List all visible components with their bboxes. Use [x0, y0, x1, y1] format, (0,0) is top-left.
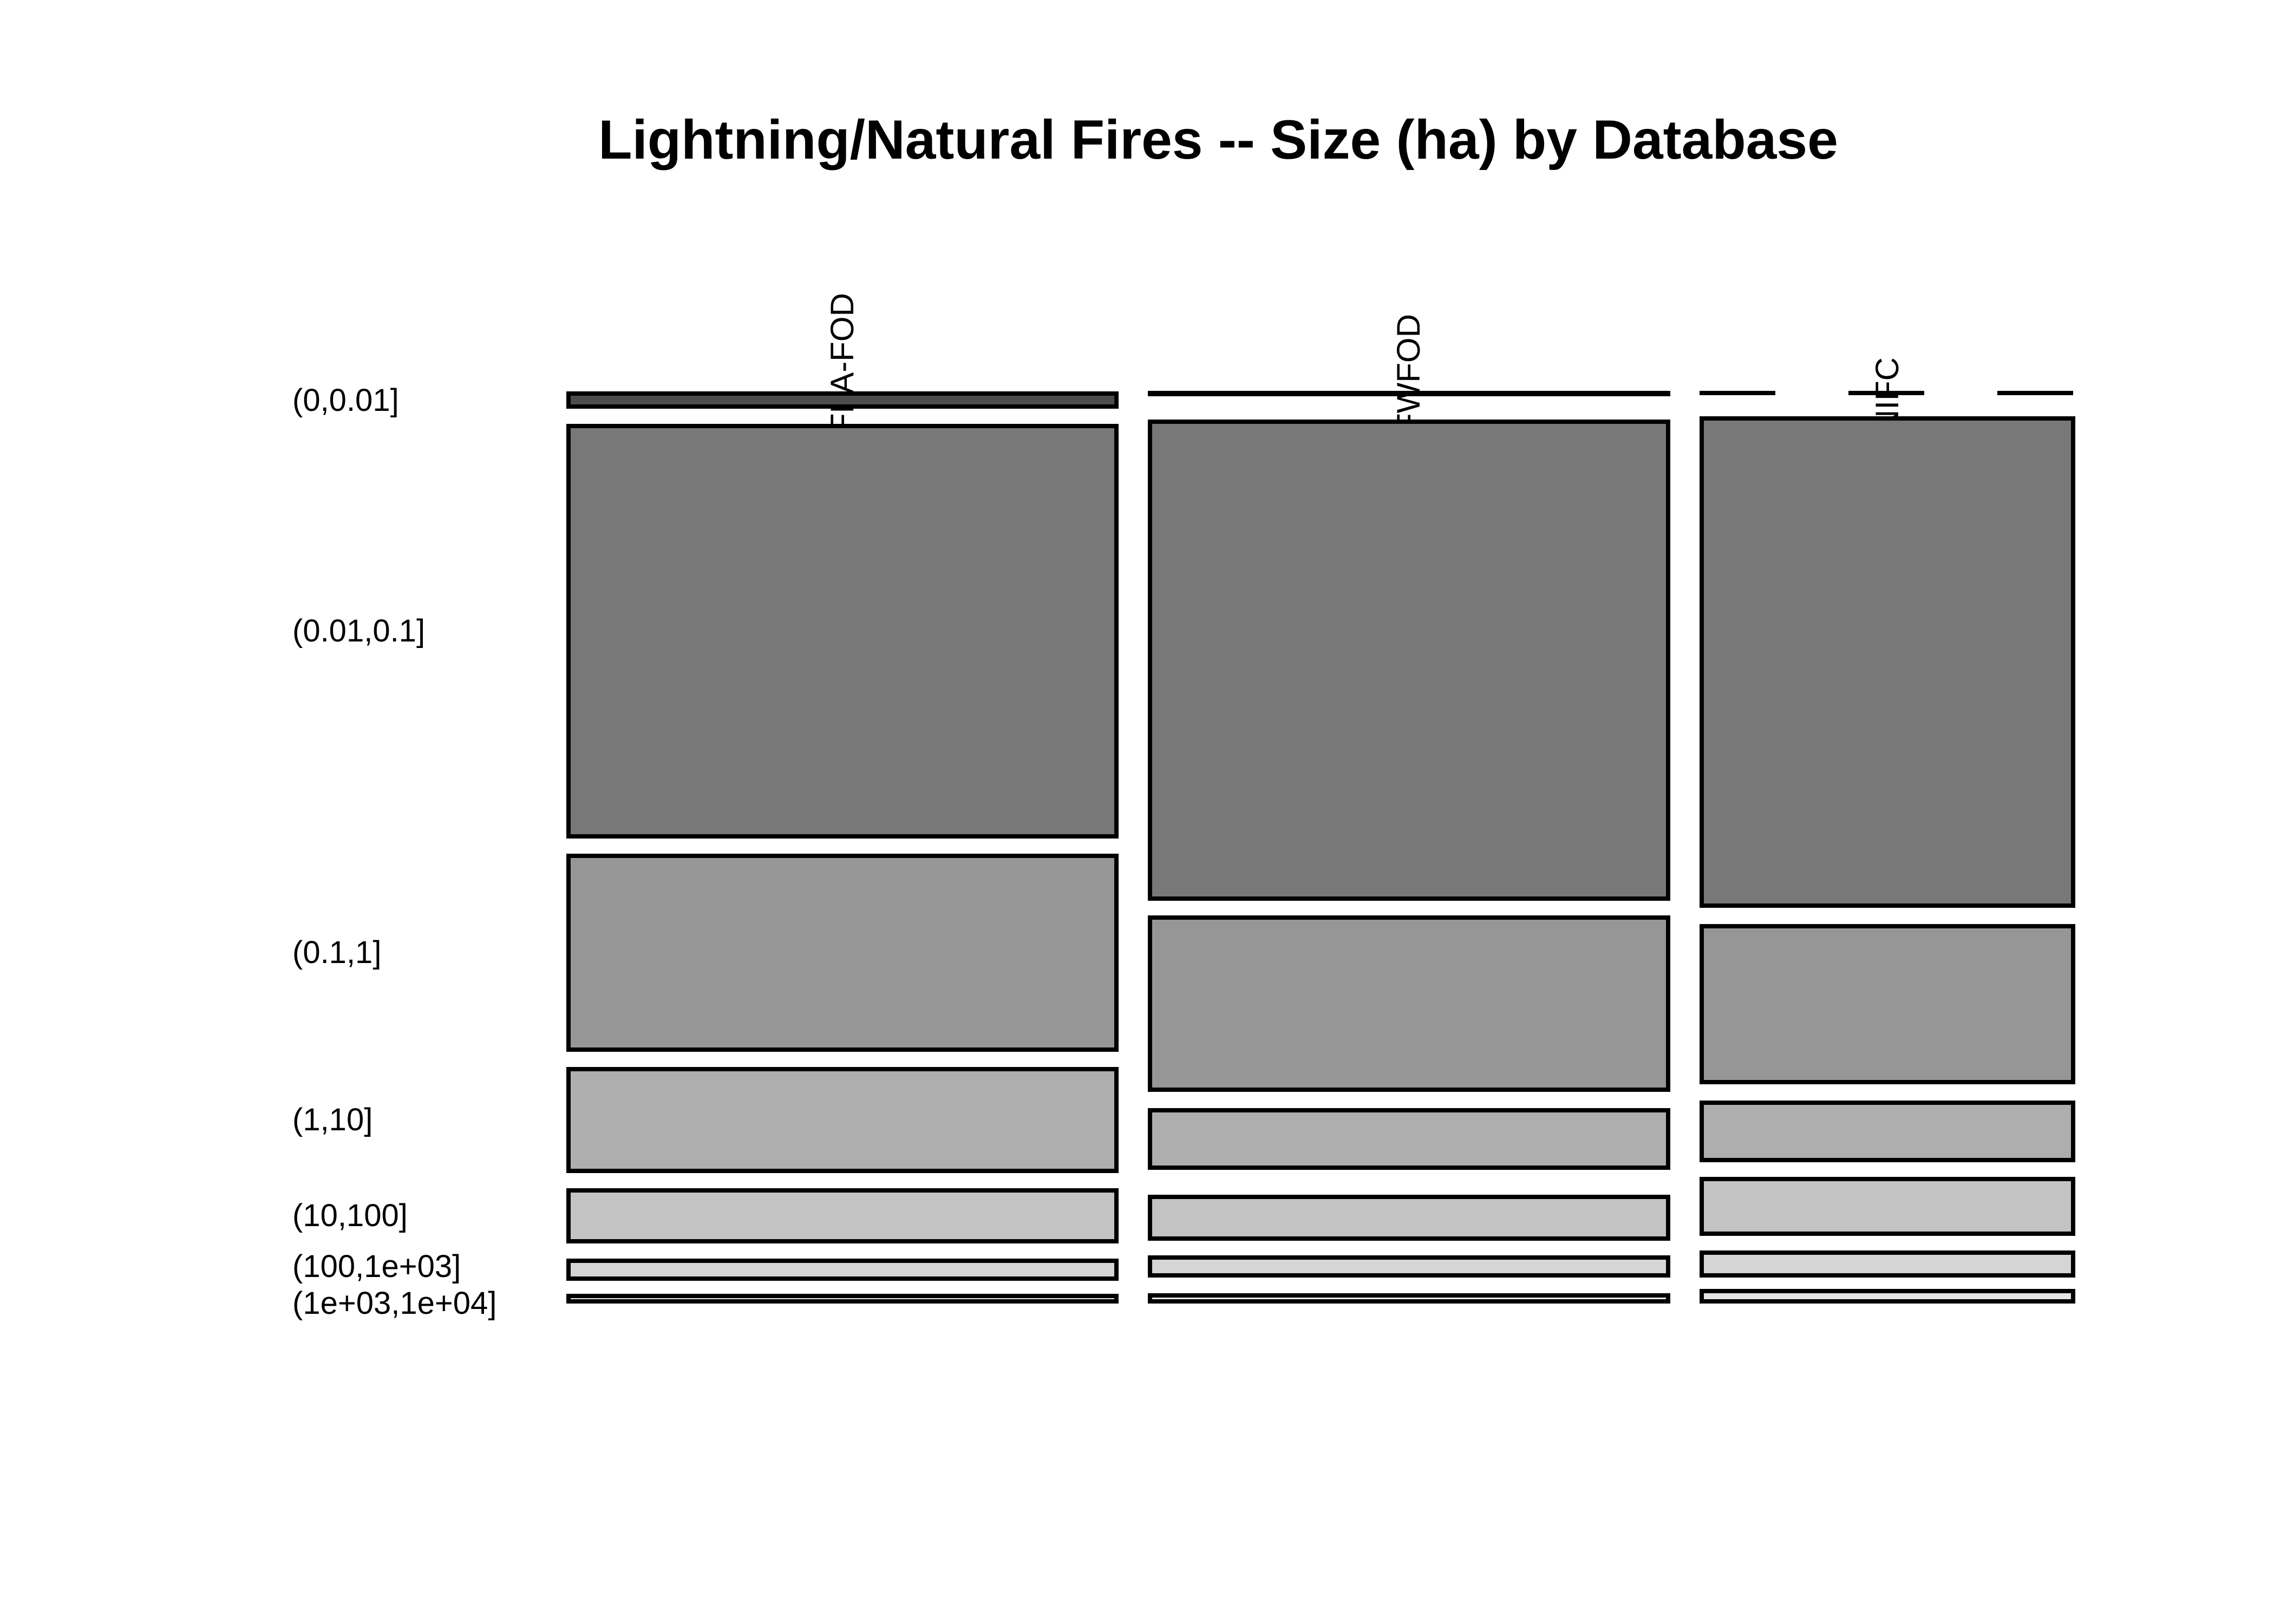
- row-label-1-10: (1,10]: [292, 1102, 373, 1137]
- mosaic-block-nifc-0-01-0-1: [1700, 416, 2075, 908]
- mosaic-block-nifc-1e-03-1e-04: [1700, 1289, 2075, 1304]
- row-label-0-0-01: (0,0.01]: [292, 383, 399, 418]
- mosaic-block-fpa-fod-0-01-0-1: [566, 424, 1119, 839]
- mosaic-block-fwfod-1e-03-1e-04: [1148, 1293, 1670, 1304]
- mosaic-block-nifc-10-100: [1700, 1177, 2075, 1236]
- row-label-10-100: (10,100]: [292, 1198, 408, 1233]
- mosaic-block-fpa-fod-1e-03-1e-04: [566, 1294, 1119, 1304]
- mosaic-block-fwfod-0-01-0-1: [1148, 420, 1670, 901]
- row-label-100-1e-03: (100,1e+03]: [292, 1249, 461, 1284]
- mosaic-block-fwfod-0-0-01: [1148, 391, 1670, 396]
- mosaic-block-fwfod-0-1-1: [1148, 915, 1670, 1092]
- row-label-0-01-0-1: (0.01,0.1]: [292, 613, 426, 649]
- mosaic-block-fpa-fod-1-10: [566, 1067, 1119, 1173]
- row-label-0-1-1: (0.1,1]: [292, 935, 382, 970]
- mosaic-block-fpa-fod-0-1-1: [566, 854, 1119, 1052]
- mosaic-block-fwfod-1-10: [1148, 1108, 1670, 1170]
- mosaic-block-nifc-1-10: [1700, 1101, 2075, 1162]
- mosaic-block-nifc-100-1e-03: [1700, 1250, 2075, 1278]
- mosaic-block-fwfod-100-1e-03: [1148, 1255, 1670, 1278]
- page-title: Lightning/Natural Fires -- Size (ha) by …: [598, 109, 1838, 171]
- mosaic-block-nifc-0-1-1: [1700, 924, 2075, 1084]
- row-label-1e-03-1e-04: (1e+03,1e+04]: [292, 1286, 497, 1321]
- mosaic-block-nifc-0-0-01: [1700, 391, 2075, 395]
- column-label-fwfod: FWFOD: [1390, 314, 1427, 433]
- mosaic-block-fpa-fod-10-100: [566, 1188, 1119, 1243]
- mosaic-block-fwfod-10-100: [1148, 1195, 1670, 1241]
- mosaic-block-fpa-fod-100-1e-03: [566, 1259, 1119, 1281]
- column-label-fpa-fod: FPA-FOD: [824, 293, 860, 433]
- mosaic-block-fpa-fod-0-0-01: [566, 391, 1119, 409]
